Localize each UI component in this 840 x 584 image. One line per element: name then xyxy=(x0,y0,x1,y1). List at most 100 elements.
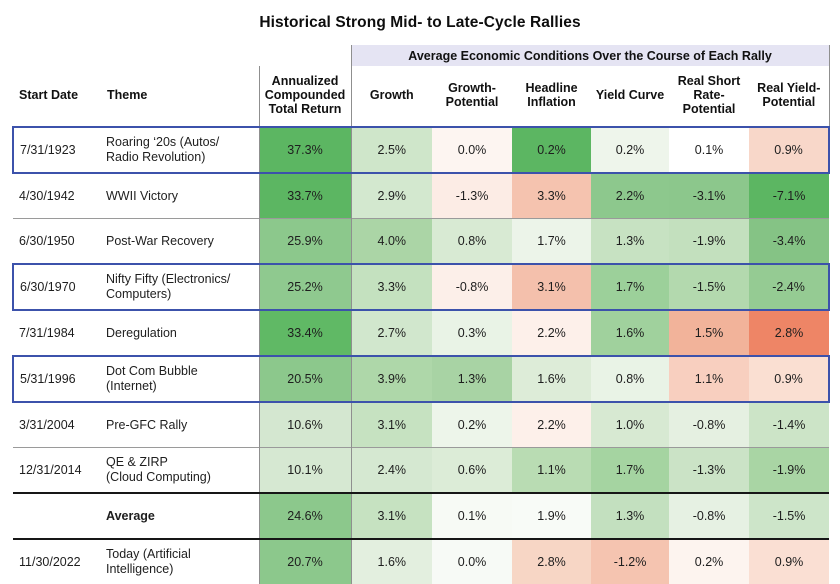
cell-growth: 2.4% xyxy=(351,447,433,493)
cell-headline-inflation: 3.3% xyxy=(512,172,592,219)
cell-growth: 4.0% xyxy=(351,218,433,264)
table-row: Average 24.6% 3.1% 0.1% 1.9% 1.3% -0.8% -1.5% xyxy=(13,492,830,540)
cell-real-yield-potential: 0.9% xyxy=(749,355,831,403)
cell-growth-potential: -1.3% xyxy=(432,172,513,219)
cell-yield-curve: 0.8% xyxy=(591,355,670,403)
start-date-cell: 6/30/1950 xyxy=(13,218,101,264)
cell-yield-curve: -1.2% xyxy=(591,538,670,584)
cell-real-short-rate-potential: -1.9% xyxy=(669,218,750,264)
cell-real-short-rate-potential: 1.1% xyxy=(669,355,750,403)
table-row: 4/30/1942 WWII Victory 33.7% 2.9% -1.3% 3.3% 2… xyxy=(13,172,830,219)
column-header-growth: Growth xyxy=(369,88,414,102)
theme-cell: Post-War Recovery xyxy=(101,218,259,264)
column-header-real-yield-potential: Real Yield- Potential xyxy=(749,66,830,127)
cell-return: 25.9% xyxy=(258,218,352,264)
column-header-annualized-return: Annualized Compounded Total Return xyxy=(258,66,352,127)
cell-real-yield-potential: -1.9% xyxy=(749,447,830,493)
theme-cell: Deregulation xyxy=(101,309,259,356)
cell-real-short-rate-potential: -3.1% xyxy=(669,172,750,219)
table-row: 5/31/1996 Dot Com Bubble (Internet) 20.5% 3… xyxy=(12,355,831,403)
cell-yield-curve: 1.3% xyxy=(591,492,670,540)
table-row: 7/31/1984 Deregulation 33.4% 2.7% 0.3% 2.2% 1.… xyxy=(13,309,830,356)
cell-growth: 2.5% xyxy=(351,126,433,174)
cell-real-yield-potential: 2.8% xyxy=(749,309,830,356)
cell-real-yield-potential: 0.9% xyxy=(749,538,830,584)
cell-yield-curve: 1.0% xyxy=(591,401,670,448)
cell-growth-potential: 0.3% xyxy=(432,309,513,356)
table-header: Average Economic Conditions Over the Cou… xyxy=(13,45,830,127)
cell-real-short-rate-potential: 0.1% xyxy=(669,126,750,174)
table-row: 7/31/1923 Roaring ‘20s (Autos/ Radio Revo… xyxy=(12,126,831,174)
cell-growth-potential: 0.2% xyxy=(432,401,513,448)
group-header-band: Average Economic Conditions Over the Cou… xyxy=(350,45,830,66)
theme-cell: Pre-GFC Rally xyxy=(101,401,259,448)
cell-growth: 2.7% xyxy=(351,309,433,356)
table-row: 12/31/2014 QE & ZIRP (Cloud Computing) 10.… xyxy=(13,447,830,493)
cell-headline-inflation: 1.6% xyxy=(512,355,592,403)
table-row: 6/30/1950 Post-War Recovery 25.9% 4.0% 0.8% 1… xyxy=(13,218,830,264)
cell-return: 33.4% xyxy=(258,309,352,356)
column-header-start-date: Start Date xyxy=(19,88,79,102)
cell-headline-inflation: 2.2% xyxy=(512,401,592,448)
table-row: 11/30/2022 Today (Artificial Intelligence… xyxy=(13,538,830,584)
theme-cell: QE & ZIRP (Cloud Computing) xyxy=(101,447,259,493)
cell-yield-curve: 0.2% xyxy=(591,126,670,174)
table-row: 6/30/1970 Nifty Fifty (Electronics/ Compu… xyxy=(12,263,831,311)
cell-growth-potential: 0.6% xyxy=(432,447,513,493)
cell-headline-inflation: 3.1% xyxy=(512,263,592,311)
cell-return: 33.7% xyxy=(258,172,352,219)
cell-yield-curve: 1.6% xyxy=(591,309,670,356)
theme-cell: Dot Com Bubble (Internet) xyxy=(101,355,259,403)
cell-return: 10.1% xyxy=(258,447,352,493)
cell-real-yield-potential: -7.1% xyxy=(749,172,830,219)
column-header-growth-potential: Growth- Potential xyxy=(445,81,499,109)
theme-cell: Today (Artificial Intelligence) xyxy=(101,538,259,584)
group-header-row: Average Economic Conditions Over the Cou… xyxy=(13,45,830,66)
cell-growth: 1.6% xyxy=(351,538,433,584)
cell-headline-inflation: 2.2% xyxy=(512,309,592,356)
cell-yield-curve: 2.2% xyxy=(591,172,670,219)
cell-return: 24.6% xyxy=(258,492,352,540)
cell-return: 10.6% xyxy=(258,401,352,448)
cell-growth-potential: 0.0% xyxy=(432,126,513,174)
column-header-headline-inflation: Headline Inflation xyxy=(525,81,578,109)
theme-cell: Nifty Fifty (Electronics/ Computers) xyxy=(101,263,259,311)
cell-real-short-rate-potential: 1.5% xyxy=(669,309,750,356)
cell-growth: 2.9% xyxy=(351,172,433,219)
table-body: 7/31/1923 Roaring ‘20s (Autos/ Radio Revo… xyxy=(12,126,831,584)
cell-real-yield-potential: 0.9% xyxy=(749,126,831,174)
cell-headline-inflation: 1.7% xyxy=(512,218,592,264)
cell-real-short-rate-potential: 0.2% xyxy=(669,538,750,584)
group-header-spacer xyxy=(13,45,352,66)
start-date-cell: 5/31/1996 xyxy=(12,355,101,403)
cell-headline-inflation: 1.9% xyxy=(512,492,592,540)
cell-real-yield-potential: -1.5% xyxy=(749,492,830,540)
column-header-yield-curve: Yield Curve xyxy=(595,88,665,102)
cell-headline-inflation: 0.2% xyxy=(512,126,592,174)
cell-growth-potential: 0.1% xyxy=(432,492,513,540)
cell-growth-potential: 0.0% xyxy=(432,538,513,584)
cell-headline-inflation: 1.1% xyxy=(512,447,592,493)
theme-cell: Roaring ‘20s (Autos/ Radio Revolution) xyxy=(101,126,259,174)
theme-cell: WWII Victory xyxy=(101,172,259,219)
cell-growth-potential: 0.8% xyxy=(432,218,513,264)
cell-growth: 3.3% xyxy=(351,263,433,311)
start-date-cell: 7/31/1984 xyxy=(13,309,101,356)
start-date-cell xyxy=(13,492,101,540)
cell-yield-curve: 1.7% xyxy=(591,447,670,493)
cell-growth-potential: -0.8% xyxy=(432,263,513,311)
cell-return: 25.2% xyxy=(258,263,352,311)
theme-cell: Average xyxy=(101,492,259,540)
cell-headline-inflation: 2.8% xyxy=(512,538,592,584)
cell-real-yield-potential: -3.4% xyxy=(749,218,830,264)
start-date-cell: 11/30/2022 xyxy=(13,538,101,584)
cell-yield-curve: 1.7% xyxy=(591,263,670,311)
column-header-row: Start Date Theme Annualized Compounded T… xyxy=(13,66,830,127)
cell-return: 37.3% xyxy=(258,126,352,174)
cell-growth: 3.9% xyxy=(351,355,433,403)
cell-return: 20.5% xyxy=(258,355,352,403)
table-row: 3/31/2004 Pre-GFC Rally 10.6% 3.1% 0.2% 2.2% 1… xyxy=(13,401,830,448)
start-date-cell: 4/30/1942 xyxy=(13,172,101,219)
rallies-table: Average Economic Conditions Over the Cou… xyxy=(12,45,831,584)
